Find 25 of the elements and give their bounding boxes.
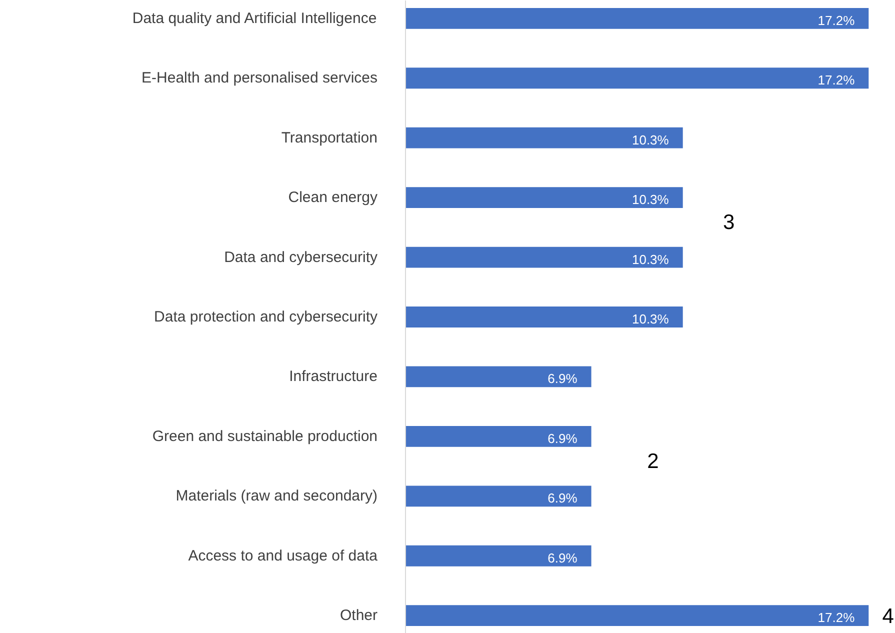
data-label: 6.9% (548, 550, 578, 566)
data-label: 6.9% (548, 371, 578, 386)
y-tick-label: Clean energy (288, 189, 378, 206)
data-label: 17.2% (818, 610, 856, 626)
y-tick-label: Access to and usage of data (188, 547, 378, 564)
y-tick-label: Green and sustainable production (152, 428, 378, 445)
data-label: 10.3% (632, 312, 670, 326)
data-label: 17.2% (818, 12, 856, 28)
y-tick-label: Transportation (281, 129, 378, 146)
data-label: 10.3% (632, 132, 670, 148)
y-tick-label: Materials (raw and secondary) (176, 488, 378, 505)
y-tick-label: Data and cybersecurity (224, 248, 378, 266)
y-tick-label: Data protection and cybersecurity (154, 308, 378, 326)
data-label: 6.9% (548, 490, 578, 506)
data-label: 6.9% (548, 430, 578, 446)
text: 4 (882, 605, 894, 628)
y-tick-label: E-Health and personalised services (142, 70, 378, 87)
annotation: 3 (723, 210, 735, 234)
y-tick-label: Other (340, 607, 378, 624)
data-label: 17.2% (818, 72, 856, 88)
data-label: 10.3% (632, 252, 670, 267)
data-label: 10.3% (632, 192, 670, 208)
y-tick-label: Infrastructure (289, 368, 378, 386)
y-tick-label: Data quality and Artificial Intelligence (132, 10, 377, 27)
annotation: 2 (647, 450, 659, 473)
